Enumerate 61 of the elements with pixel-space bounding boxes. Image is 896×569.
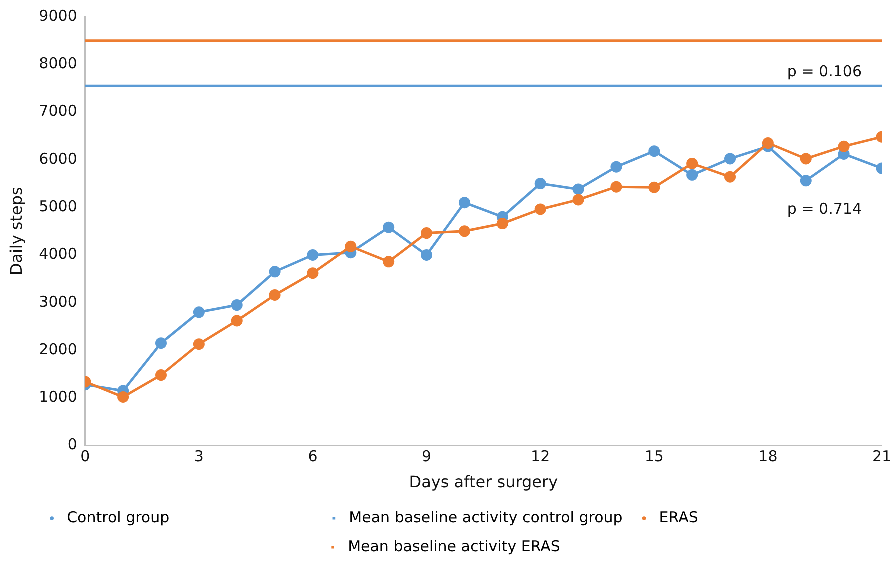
point xyxy=(724,171,736,183)
y-axis-title: Daily steps xyxy=(6,187,26,276)
annotation: p = 0.106 xyxy=(787,62,862,81)
point xyxy=(458,226,470,238)
x-tick-label: 6 xyxy=(308,448,318,466)
y-tick-label: 8000 xyxy=(39,54,78,73)
point xyxy=(269,266,281,278)
point xyxy=(155,370,167,382)
point xyxy=(762,138,774,150)
x-tick-label: 0 xyxy=(80,448,90,466)
point xyxy=(648,182,660,194)
point xyxy=(421,228,433,240)
point xyxy=(231,315,243,327)
point xyxy=(458,197,470,209)
point xyxy=(534,204,546,216)
point xyxy=(421,249,433,261)
point xyxy=(800,153,812,165)
point xyxy=(193,306,205,318)
x-tick-label: 18 xyxy=(758,448,778,466)
y-tick-label: 6000 xyxy=(39,150,78,168)
point xyxy=(610,181,622,193)
point xyxy=(610,161,622,173)
y-tick-label: 9000 xyxy=(39,6,78,25)
point xyxy=(269,289,281,301)
y-tick-label: 3000 xyxy=(39,292,78,311)
point xyxy=(496,218,508,230)
legend-label: Control group xyxy=(67,508,313,526)
y-tick-label: 1000 xyxy=(39,388,78,406)
point xyxy=(838,140,850,152)
x-tick-label: 12 xyxy=(531,448,550,466)
point xyxy=(686,158,698,170)
point xyxy=(383,222,395,234)
point xyxy=(383,256,395,268)
point xyxy=(231,300,243,311)
point xyxy=(800,175,812,187)
point xyxy=(572,184,584,196)
y-tick-label: 2000 xyxy=(39,340,78,358)
x-tick-label: 3 xyxy=(194,448,204,466)
point xyxy=(572,194,584,206)
point xyxy=(307,249,319,261)
y-tick-label: 4000 xyxy=(39,245,78,264)
x-tick-label: 9 xyxy=(422,448,432,466)
point xyxy=(307,268,319,280)
point xyxy=(345,240,357,252)
point xyxy=(155,338,167,350)
legend-label: Mean baseline activity control group xyxy=(349,508,623,526)
y-tick-label: 0 xyxy=(68,436,78,454)
x-axis-title: Days after surgery xyxy=(409,472,558,492)
x-tick-label: 21 xyxy=(872,448,892,466)
point xyxy=(686,169,698,181)
legend-label: Mean baseline activity ERAS xyxy=(348,537,560,556)
y-tick-label: 7000 xyxy=(39,102,78,120)
x-tick-label: 15 xyxy=(644,448,664,466)
point xyxy=(724,153,736,165)
y-tick-label: 5000 xyxy=(39,197,78,216)
point xyxy=(534,178,546,190)
point xyxy=(648,146,660,158)
annotation: p = 0.714 xyxy=(787,200,862,218)
point xyxy=(118,391,130,403)
point xyxy=(193,338,205,350)
legend-label: ERAS xyxy=(659,508,842,526)
